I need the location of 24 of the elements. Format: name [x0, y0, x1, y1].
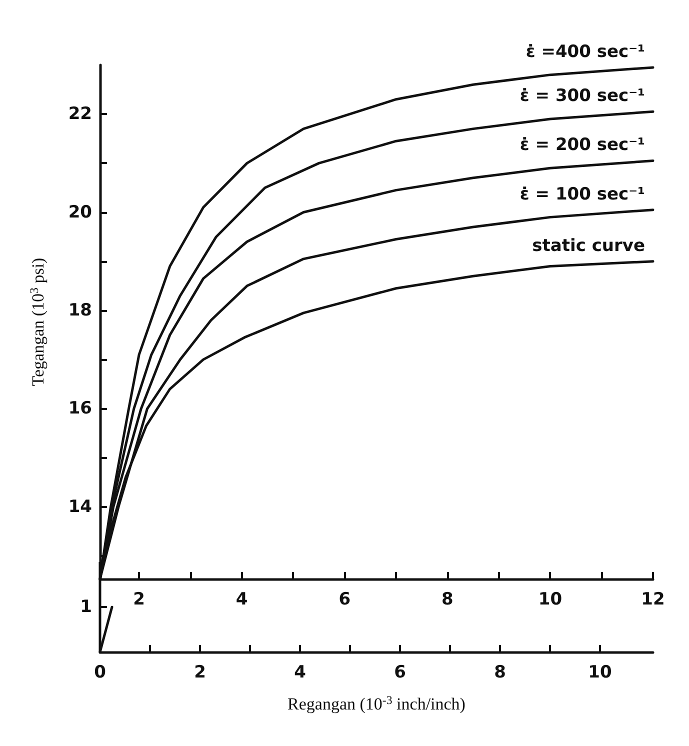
y-tick-label: 20 [68, 202, 92, 222]
x-tick-label: 8 [442, 590, 454, 610]
series-label: ε̇ =400 sec⁻¹ [526, 42, 645, 62]
y-tick-label: 22 [68, 104, 92, 124]
x-tick-label: 2 [133, 590, 145, 610]
x-tick-label: 6 [338, 590, 351, 610]
series-label: ε̇ = 300 sec⁻¹ [520, 86, 645, 106]
x-tick-label: 6 [394, 662, 406, 682]
series-label: ε̇ = 200 sec⁻¹ [520, 135, 645, 156]
x-tick-label: 10 [538, 590, 562, 610]
y-tick-label: 16 [68, 398, 92, 419]
x-tick-label: 12 [641, 590, 665, 610]
series-label: ε̇ = 100 sec⁻¹ [520, 184, 645, 204]
x-tick-label: 4 [294, 662, 306, 682]
y-axis-title: Tegangan (103 psi) [27, 258, 48, 386]
x-tick-label: 10 [588, 662, 612, 682]
x-tick-label: 4 [236, 590, 248, 610]
y-tick-label: 14 [68, 496, 92, 517]
text: 1 [80, 597, 92, 617]
x-tick-label: 8 [494, 662, 506, 682]
y-tick-label: 18 [68, 300, 92, 320]
series-label: static curve [532, 236, 645, 256]
x-tick-label: 0 [94, 662, 106, 682]
x-tick-label: 2 [194, 662, 206, 682]
